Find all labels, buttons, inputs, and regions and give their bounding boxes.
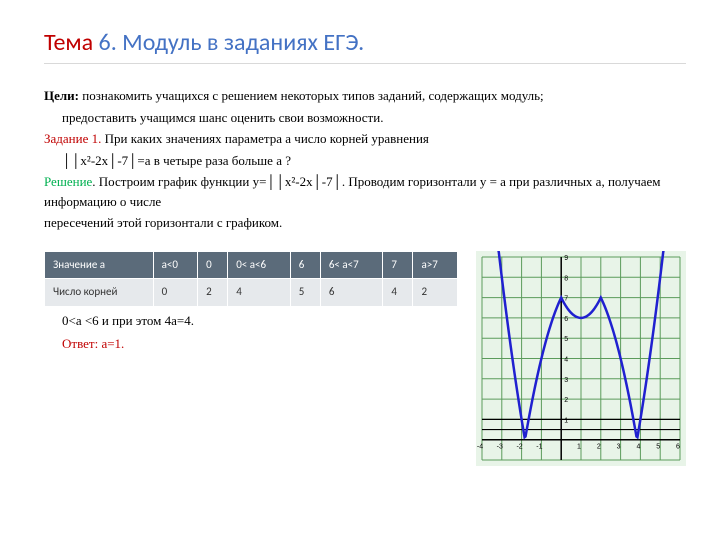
- td-2: 4: [228, 279, 291, 307]
- task-eq: ││x²-2x│-7│=a в четыре раза больше a ?: [44, 151, 686, 171]
- answer-line: Ответ: a=1.: [44, 334, 458, 354]
- table-data-row: Число корней 0 2 4 5 6 4 2: [45, 279, 458, 307]
- title-num: 6: [99, 28, 111, 57]
- solution-line: Решение. Построим график функции y=││x²-…: [44, 172, 686, 211]
- svg-text:-3: -3: [497, 443, 503, 450]
- td-1: 2: [198, 279, 228, 307]
- task-label: Задание 1.: [44, 131, 101, 146]
- answer-value: a=1.: [98, 336, 124, 351]
- goals-line: Цели: познакомить учащихся с решением не…: [44, 86, 686, 106]
- td-4: 6: [320, 279, 383, 307]
- task-text: При каких значениях параметра a число ко…: [101, 131, 429, 146]
- svg-text:-4: -4: [477, 443, 483, 450]
- svg-text:9: 9: [564, 255, 568, 262]
- title-theme: Тема: [44, 28, 93, 57]
- th-6: 7: [383, 251, 413, 279]
- svg-text:3: 3: [617, 443, 621, 450]
- svg-text:2: 2: [564, 397, 568, 404]
- td-5: 4: [383, 279, 413, 307]
- svg-text:-1: -1: [536, 443, 542, 450]
- svg-text:1: 1: [564, 417, 568, 424]
- solution-label: Решение: [44, 174, 92, 189]
- function-chart: 1 2 3 4 5 6 7 8 9 -4 -3 -2 -1 1 2 3 4 5 6: [476, 251, 686, 466]
- answer-label: Ответ:: [62, 336, 98, 351]
- th-4: 6: [290, 251, 320, 279]
- svg-text:3: 3: [564, 376, 568, 383]
- after-table-text: 0<a <6 и при этом 4a=4.: [44, 311, 458, 331]
- lower-layout: Значение a a<0 0 0< a<6 6 6< a<7 7 a>7 Ч…: [44, 251, 686, 472]
- svg-text:2: 2: [597, 443, 601, 450]
- svg-text:6: 6: [564, 315, 568, 322]
- solution-text: . Построим график функции y=││x²-2x│-7│.…: [44, 174, 661, 209]
- table-header-row: Значение a a<0 0 0< a<6 6 6< a<7 7 a>7: [45, 251, 458, 279]
- td-3: 5: [290, 279, 320, 307]
- solution-line2: пересечений этой горизонтали с графиком.: [44, 213, 686, 233]
- left-col: Значение a a<0 0 0< a<6 6 6< a<7 7 a>7 Ч…: [44, 251, 458, 356]
- svg-text:7: 7: [564, 295, 568, 302]
- svg-text:1: 1: [577, 443, 581, 450]
- goals-label: Цели:: [44, 88, 79, 103]
- th-1: a<0: [153, 251, 197, 279]
- th-7: a>7: [413, 251, 458, 279]
- td-6: 2: [413, 279, 458, 307]
- roots-table: Значение a a<0 0 0< a<6 6 6< a<7 7 a>7 Ч…: [44, 251, 458, 307]
- th-5: 6< a<7: [320, 251, 383, 279]
- title-rest: . Модуль в заданиях ЕГЭ.: [111, 28, 364, 57]
- th-2: 0: [198, 251, 228, 279]
- th-0: Значение a: [45, 251, 154, 279]
- svg-text:5: 5: [656, 443, 660, 450]
- svg-text:6: 6: [676, 443, 680, 450]
- svg-text:-2: -2: [516, 443, 522, 450]
- svg-text:8: 8: [564, 275, 568, 282]
- content-block: Цели: познакомить учащихся с решением не…: [44, 86, 686, 471]
- goals-line2: предоставить учащимся шанс оценить свои …: [44, 108, 686, 128]
- title-rule: [44, 63, 686, 64]
- slide-title: Тема 6. Модуль в заданиях ЕГЭ.: [44, 28, 686, 57]
- svg-text:4: 4: [564, 356, 568, 363]
- th-3: 0< a<6: [228, 251, 291, 279]
- chart-col: 1 2 3 4 5 6 7 8 9 -4 -3 -2 -1 1 2 3 4 5 6: [476, 251, 686, 472]
- goals-text: познакомить учащихся с решением некоторы…: [79, 88, 544, 103]
- td-label: Число корней: [45, 279, 154, 307]
- td-0: 0: [153, 279, 197, 307]
- svg-text:5: 5: [564, 336, 568, 343]
- task-line: Задание 1. При каких значениях параметра…: [44, 129, 686, 149]
- svg-text:4: 4: [636, 443, 640, 450]
